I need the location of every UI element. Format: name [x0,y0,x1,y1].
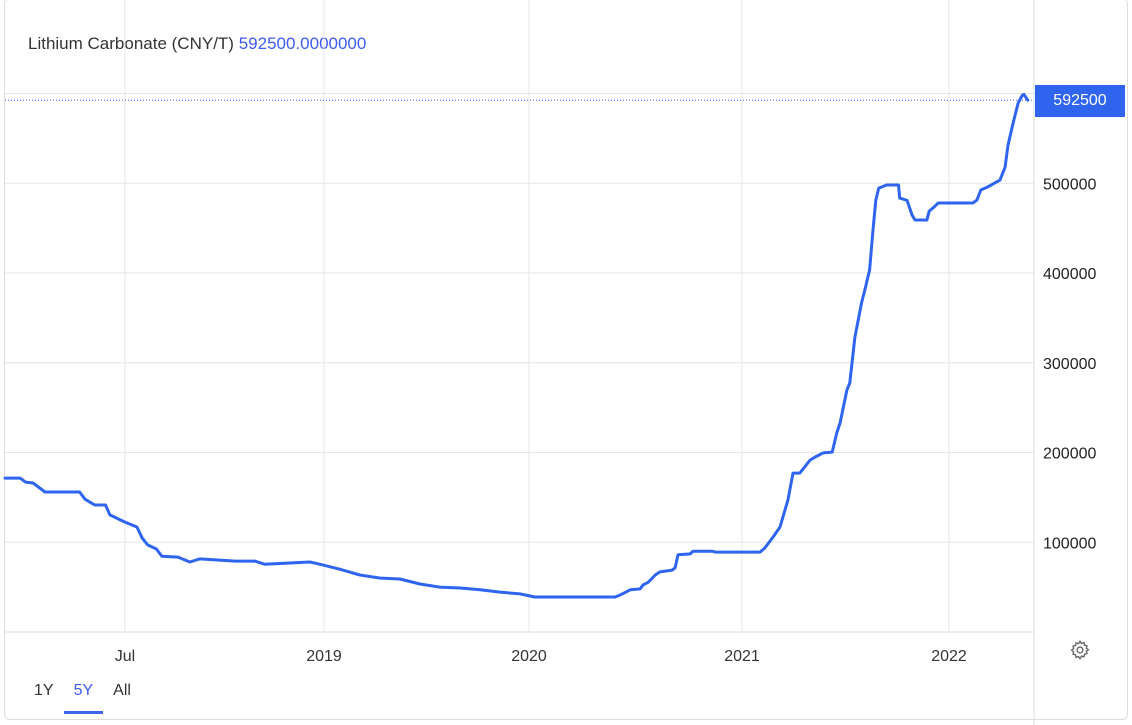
y-tick-label: 100000 [1043,535,1096,552]
chart-card [4,0,1128,720]
range-5y-button[interactable]: 5Y [63,680,104,714]
y-tick-label: 500000 [1043,176,1096,193]
x-tick-label: Jul [115,648,135,665]
y-tick-label: 400000 [1043,266,1096,283]
x-tick-label: 2022 [931,648,967,665]
price-series-line [3,92,1030,599]
title-value: 592500.0000000 [238,34,367,53]
x-tick-label: 2021 [724,648,760,665]
gear-icon-glyph [1070,640,1090,661]
title-label: Lithium Carbonate (CNY/T) [28,34,234,53]
y-tick-label: 300000 [1043,356,1096,373]
x-tick-label: 2020 [511,648,547,665]
last-price-badge: 592500 [1035,85,1125,117]
range-1y-button[interactable]: 1Y [34,682,54,699]
gear-icon[interactable] [1069,639,1091,661]
range-selector: 1Y 5Y All [24,680,141,714]
y-tick-label: 200000 [1043,446,1096,463]
x-tick-label: 2019 [306,648,342,665]
range-all-button[interactable]: All [113,682,131,699]
chart-title: Lithium Carbonate (CNY/T) 592500.0000000 [28,34,366,54]
